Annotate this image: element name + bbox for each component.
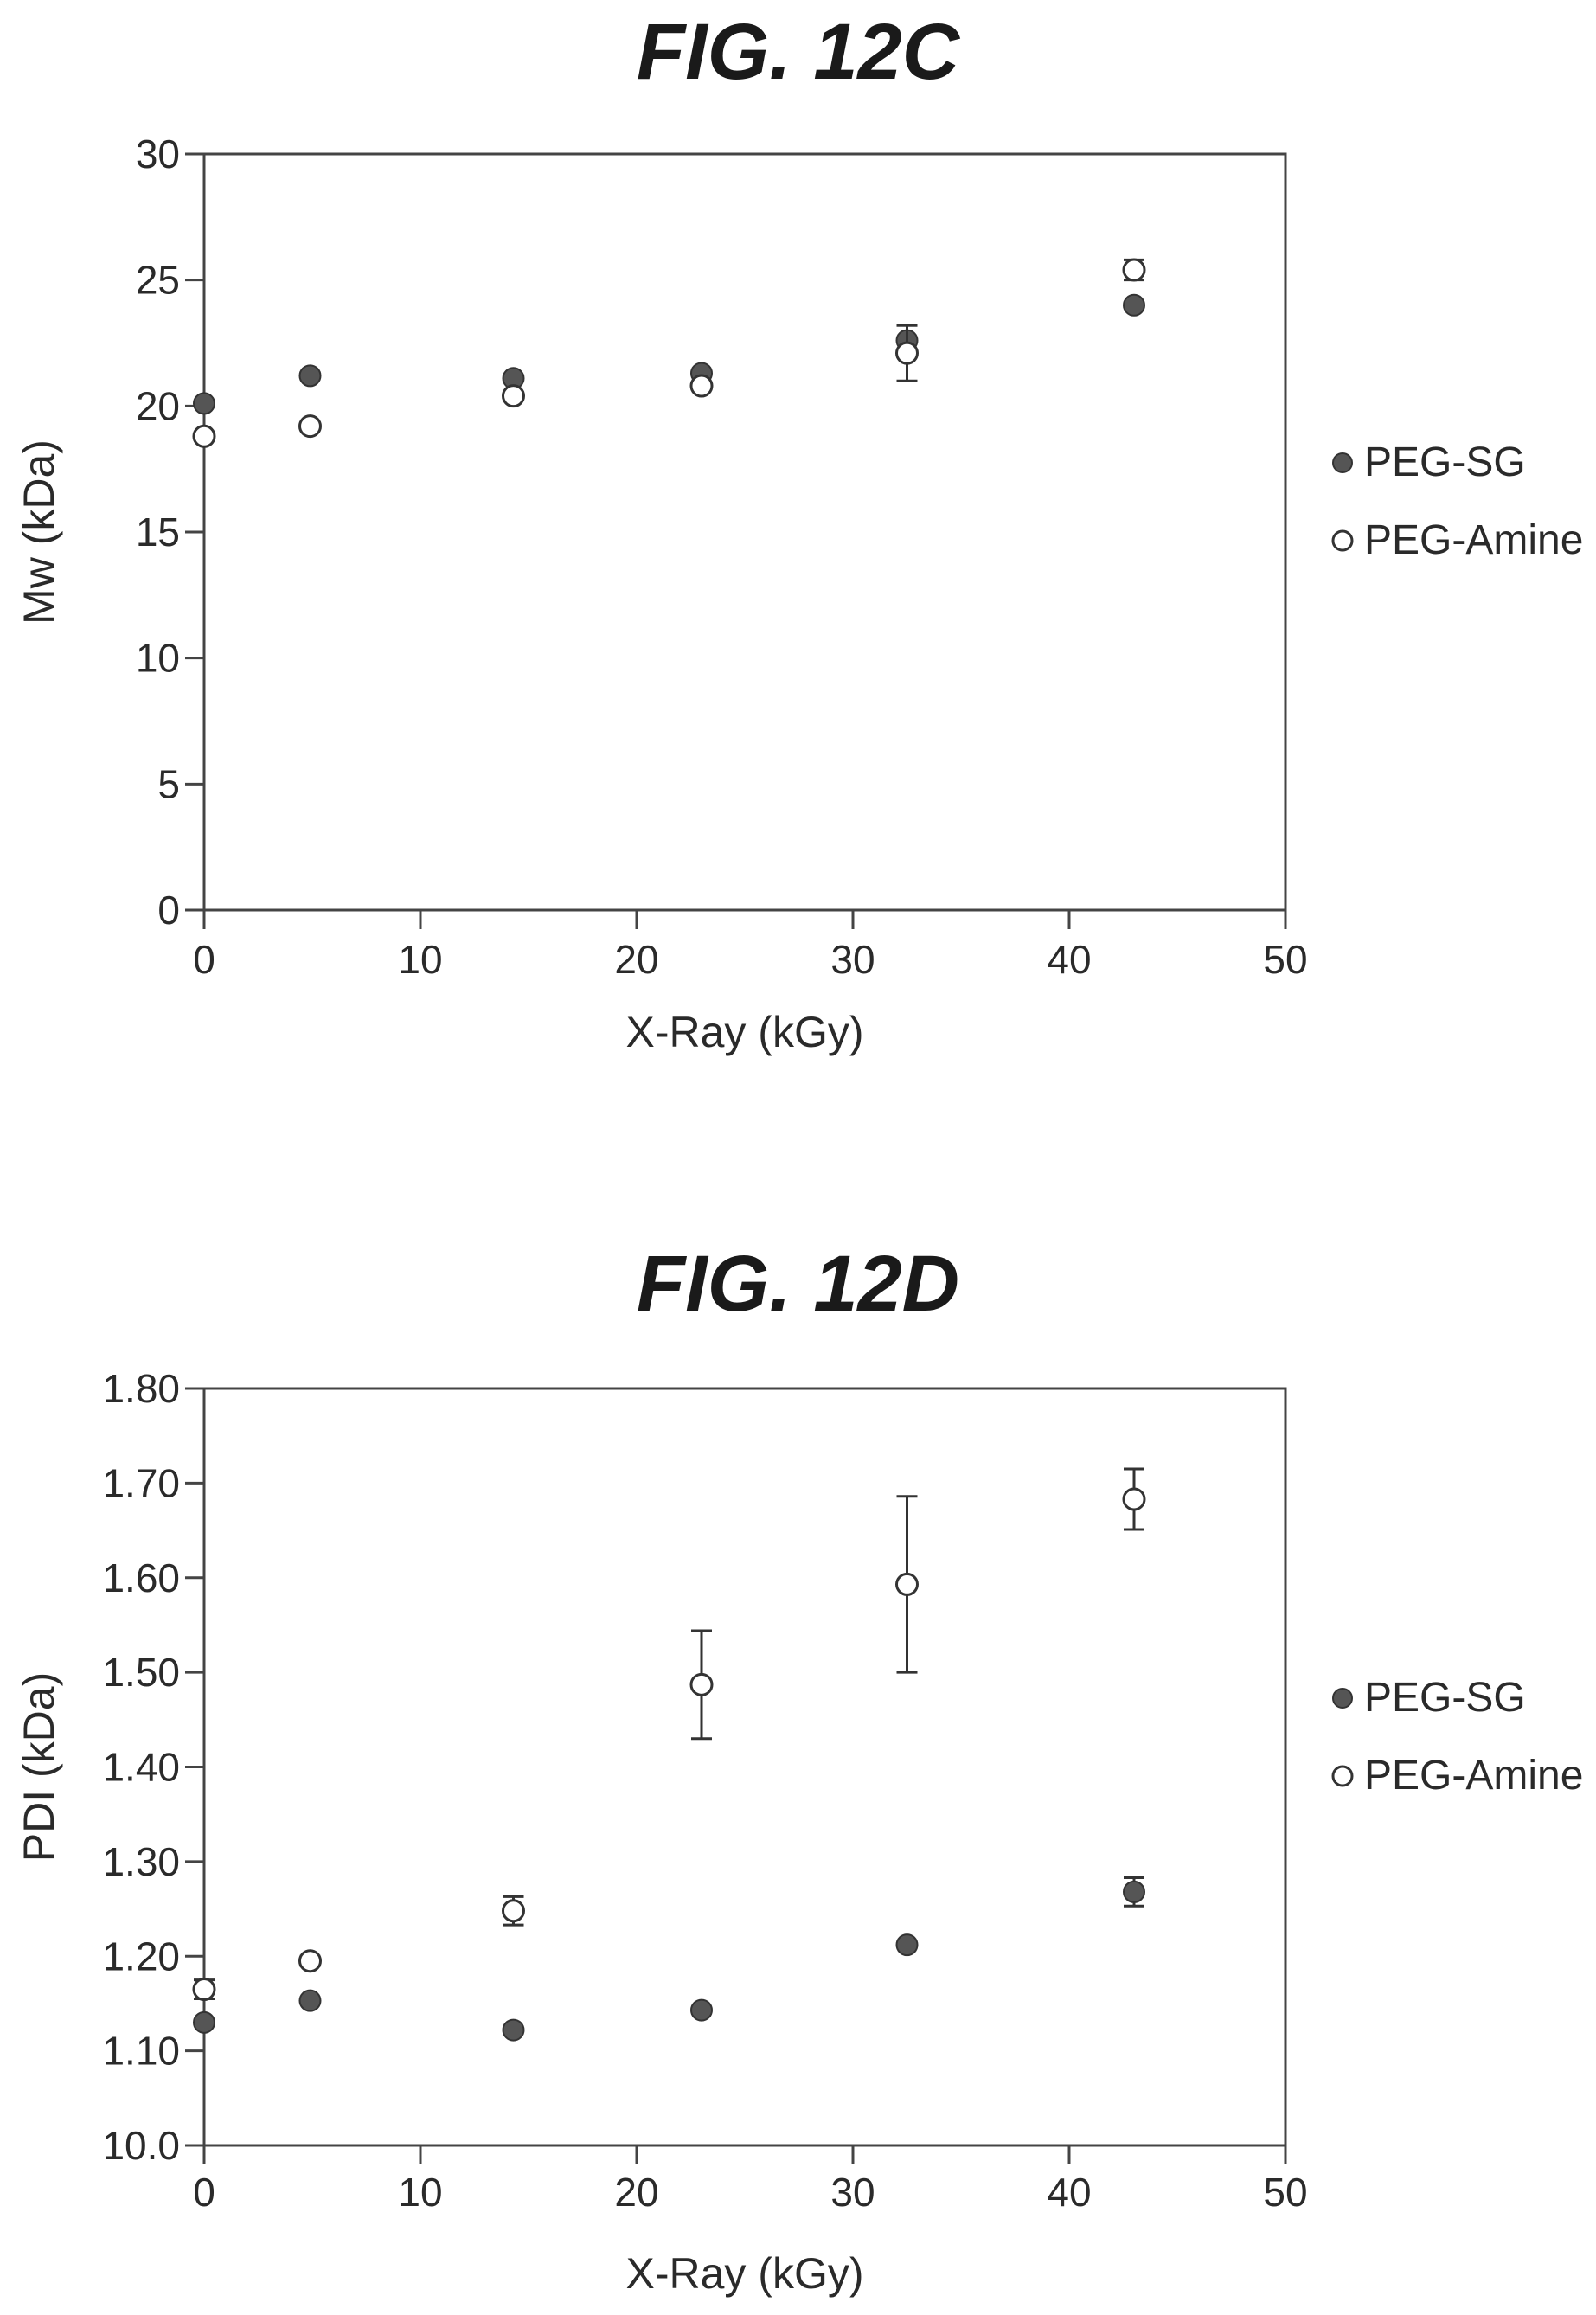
data-point-filled <box>895 1933 919 1957</box>
legend-entry: PEG-Amine <box>1331 1753 1583 1799</box>
legend-label: PEG-Amine <box>1364 1753 1583 1799</box>
x-tick-label: 50 <box>1263 937 1307 982</box>
legend-marker-filled <box>1332 452 1353 473</box>
series-peg-amine <box>192 1467 1146 2002</box>
y-tick-label: 10 <box>136 636 180 681</box>
legend-marker-filled <box>1332 1688 1353 1709</box>
legend-marker-open <box>1331 1765 1354 1787</box>
x-axis-label: X-Ray (kGy) <box>626 2249 864 2298</box>
y-tick-label: 1.60 <box>102 1555 180 1600</box>
y-tick-label: 30 <box>136 131 180 176</box>
y-tick-label: 10.0 <box>102 2123 180 2168</box>
legend-entry: PEG-SG <box>1332 439 1526 485</box>
y-axis-label: Mw (kDa) <box>15 439 63 625</box>
series-peg-sg <box>193 1876 1145 2042</box>
data-point-open <box>689 374 714 398</box>
x-tick-label: 0 <box>193 937 215 982</box>
data-point-open <box>1122 258 1146 282</box>
y-tick-label: 1.10 <box>102 2029 180 2074</box>
x-tick-label: 50 <box>1263 2170 1307 2215</box>
figure-title-12d: FIG. 12D <box>636 1240 960 1328</box>
data-point-filled <box>690 1998 713 2022</box>
y-tick-label: 25 <box>136 258 180 303</box>
y-tick-label: 1.40 <box>102 1745 180 1790</box>
legend-entry: PEG-Amine <box>1331 517 1583 563</box>
y-tick-label: 20 <box>136 383 180 428</box>
x-tick-label: 0 <box>193 2170 215 2215</box>
data-point-open <box>502 384 525 408</box>
x-tick-label: 10 <box>398 937 442 982</box>
data-point-open <box>298 1949 322 1973</box>
legend-label: PEG-SG <box>1364 439 1526 485</box>
x-axis-label: X-Ray (kGy) <box>626 1008 864 1056</box>
data-point-filled <box>502 2018 525 2042</box>
y-axis-label: PDI (kDa) <box>15 1672 63 1862</box>
legend-label: PEG-Amine <box>1364 517 1583 563</box>
legend-entry: PEG-SG <box>1332 1675 1526 1721</box>
data-point-filled <box>1123 1880 1145 1903</box>
x-tick-label: 10 <box>398 2170 442 2215</box>
x-tick-label: 30 <box>830 2170 875 2215</box>
mw-scatter-chart: 0 10 20 30 40 50 0 5 10 15 20 25 30 X-Ray (kGy) Mw (kD… <box>15 131 1583 1056</box>
data-point-open <box>895 1572 919 1596</box>
y-tick-label: 0 <box>157 888 180 933</box>
data-point-filled <box>1123 293 1145 317</box>
data-point-open <box>192 1978 216 2002</box>
x-tick-label: 20 <box>614 2170 658 2215</box>
data-point-filled <box>298 364 322 388</box>
legend-label: PEG-SG <box>1364 1675 1526 1721</box>
figure-title-12c: FIG. 12C <box>636 8 960 96</box>
y-tick-label: 1.20 <box>102 1933 180 1978</box>
data-point-open <box>689 1672 714 1696</box>
data-point-open <box>192 424 216 448</box>
data-point-filled <box>193 2010 215 2034</box>
data-point-open <box>298 414 322 439</box>
y-tick-label: 15 <box>136 510 180 555</box>
legend-marker-open <box>1331 529 1354 552</box>
x-tick-label: 20 <box>614 937 658 982</box>
data-point-filled <box>193 392 215 415</box>
data-point-open <box>1122 1487 1146 1511</box>
data-point-open <box>502 1899 525 1923</box>
series-peg-amine <box>192 258 1146 448</box>
data-point-filled <box>298 1989 322 2012</box>
x-tick-label: 40 <box>1047 2170 1091 2215</box>
y-tick-label: 1.50 <box>102 1650 180 1695</box>
y-tick-label: 5 <box>157 761 180 806</box>
y-tick-label: 1.70 <box>102 1460 180 1505</box>
data-point-open <box>895 341 919 365</box>
x-tick-label: 40 <box>1047 937 1091 982</box>
y-tick-label: 1.80 <box>102 1366 180 1411</box>
pdi-scatter-chart: 0 10 20 30 40 50 10.0 1.10 1.20 1.30 1.40 1.50 1.60 1… <box>15 1366 1583 2298</box>
x-tick-label: 30 <box>830 937 875 982</box>
series-peg-sg <box>193 293 1145 415</box>
y-tick-label: 1.30 <box>102 1839 180 1884</box>
